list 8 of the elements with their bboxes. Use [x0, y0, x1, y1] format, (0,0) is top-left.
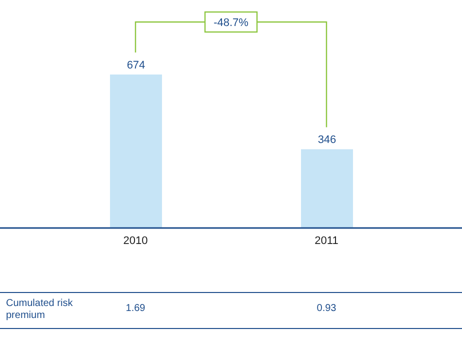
x-tick-label: 2011 [314, 234, 338, 247]
text: -48.7% [214, 17, 249, 29]
text: Cumulated risk premium [6, 298, 74, 322]
text: 0.93 [316, 303, 338, 314]
data-label: 346 [318, 134, 336, 146]
x-tick-label: 2010 [123, 234, 148, 247]
text: 1.69 [124, 303, 146, 314]
data-label: 674 [126, 59, 146, 72]
